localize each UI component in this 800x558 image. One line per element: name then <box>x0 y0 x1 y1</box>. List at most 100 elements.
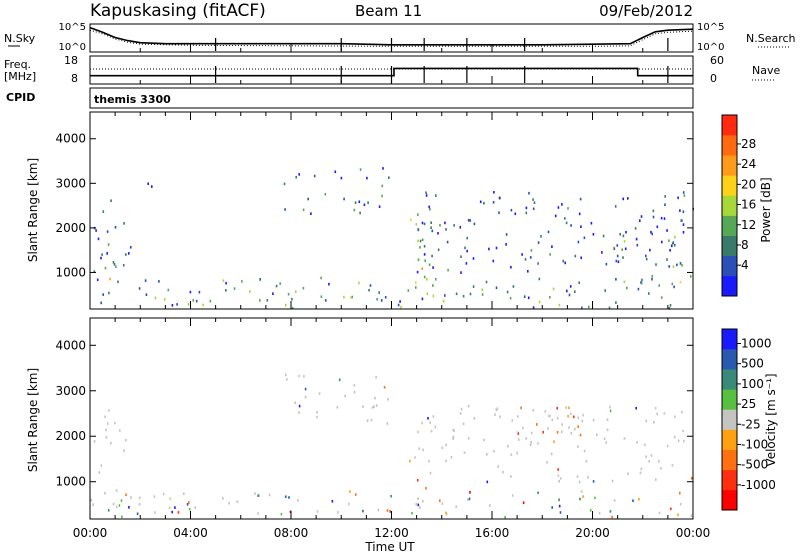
power-echo-cell <box>679 262 682 265</box>
colorbar-block <box>722 195 737 216</box>
velocity-echo-cell <box>577 416 580 420</box>
power-echo-cell <box>681 219 683 222</box>
power-echo-cell <box>147 182 149 185</box>
velocity-echo-cell <box>409 459 411 463</box>
power-echo-cell <box>469 292 472 296</box>
power-echo-cell <box>636 243 639 247</box>
velocity-echo-cell <box>138 496 141 500</box>
power-echo-cell <box>189 290 192 294</box>
velocity-echo-cell <box>522 426 524 430</box>
velocity-echo-cell <box>106 422 109 425</box>
velocity-echo-cell <box>576 475 579 478</box>
power-echo-cell <box>423 253 426 256</box>
power-echo-cell <box>151 185 153 188</box>
power-echo-cell <box>378 291 380 294</box>
velocity-echo-cell <box>537 442 539 445</box>
power-echo-cell <box>495 246 498 250</box>
velocity-echo-cell <box>510 475 512 478</box>
power-echo-cell <box>444 294 446 297</box>
colorbar-tick-label: -500 <box>741 458 768 472</box>
power-echo-cell <box>302 286 305 290</box>
velocity-echo-cell <box>452 428 455 432</box>
power-echo-cell <box>664 203 666 206</box>
velocity-echo-cell <box>316 415 318 419</box>
power-echo-cell <box>444 221 446 225</box>
velocity-echo-cell <box>497 465 499 468</box>
power-echo-cell <box>668 265 670 268</box>
power-echo-cell <box>663 217 666 220</box>
power-echo-cell <box>163 298 166 301</box>
velocity-echo-cell <box>653 421 655 424</box>
power-echo-cell <box>291 306 294 310</box>
velocity-echo-cell <box>254 492 256 495</box>
velocity-echo-cell <box>690 514 693 517</box>
power-echo-cell <box>554 214 557 218</box>
power-echo-cell <box>588 305 590 309</box>
power-echo-cell <box>437 232 439 235</box>
power-echo-cell <box>578 212 581 216</box>
velocity-echo-cell <box>559 511 562 514</box>
velocity-echo-cell <box>434 425 437 429</box>
velocity-echo-cell <box>469 491 471 494</box>
power-echo-cell <box>493 191 495 194</box>
cpid-row-frame <box>89 87 694 109</box>
power-echo-cell <box>128 252 130 255</box>
velocity-echo-cell <box>516 431 519 434</box>
nave-right-tick-bottom: 0 <box>710 72 717 85</box>
velocity-echo-cell <box>121 515 123 519</box>
velocity-echo-cell <box>502 470 504 474</box>
colorbar-block <box>722 215 737 236</box>
velocity-echo-cell <box>670 507 672 511</box>
velocity-echo-cell <box>428 459 430 463</box>
x-tick-label: 00:00 <box>676 526 711 540</box>
velocity-echo-cell <box>611 515 613 519</box>
power-echo-cell <box>547 230 550 234</box>
velocity-echo-cell <box>558 480 560 483</box>
velocity-echo-cell <box>168 506 171 509</box>
velocity-echo-cell <box>318 392 321 395</box>
power-echo-cell <box>645 254 647 258</box>
velocity-echo-cell <box>130 496 132 499</box>
velocity-echo-cell <box>92 503 94 506</box>
velocity-echo-cell <box>567 414 569 418</box>
power-echo-cell <box>623 240 626 243</box>
velocity-echo-cell <box>603 437 606 440</box>
power-echo-cell <box>154 296 157 300</box>
power-echo-cell <box>615 259 618 263</box>
velocity-echo-cell <box>104 491 106 495</box>
power-echo-cell <box>104 266 107 270</box>
colorbar-tick-label: 8 <box>741 238 749 252</box>
velocity-echo-cell <box>598 511 601 515</box>
velocity-echo-cell <box>640 467 643 471</box>
velocity-echo-cell <box>679 491 681 495</box>
velocity-echo-cell <box>390 494 392 498</box>
velocity-echo-cell <box>556 407 558 410</box>
velocity-echo-cell <box>108 409 110 412</box>
velocity-echo-cell <box>118 504 121 507</box>
colorbar-block <box>722 449 737 471</box>
colorbar-block <box>722 489 737 511</box>
velocity-echo-cell <box>463 451 466 454</box>
velocity-echo-cell <box>441 446 444 450</box>
velocity-echo-cell <box>467 498 469 502</box>
velocity-echo-cell <box>557 474 560 477</box>
velocity-echo-cell <box>532 408 534 412</box>
power-echo-cell <box>558 303 561 307</box>
power-echo-cell <box>622 234 625 238</box>
velocity-echo-cell <box>511 494 514 497</box>
power-echo-cell <box>683 194 686 197</box>
power-echo-cell <box>485 280 488 284</box>
velocity-echo-cell <box>445 511 447 515</box>
power-echo-cell <box>407 289 410 292</box>
velocity-echo-cell <box>635 406 637 410</box>
velocity-echo-cell <box>375 376 377 379</box>
velocity-echo-cell <box>418 447 420 450</box>
power-echo-cell <box>530 256 532 259</box>
colorbar-block <box>722 469 737 491</box>
power-echo-cell <box>351 295 353 299</box>
power-echo-cell <box>417 213 419 216</box>
power-echo-cell <box>661 240 663 244</box>
power-echo-cell <box>672 265 675 268</box>
velocity-echo-cell <box>125 493 127 497</box>
velocity-echo-cell <box>467 404 470 408</box>
